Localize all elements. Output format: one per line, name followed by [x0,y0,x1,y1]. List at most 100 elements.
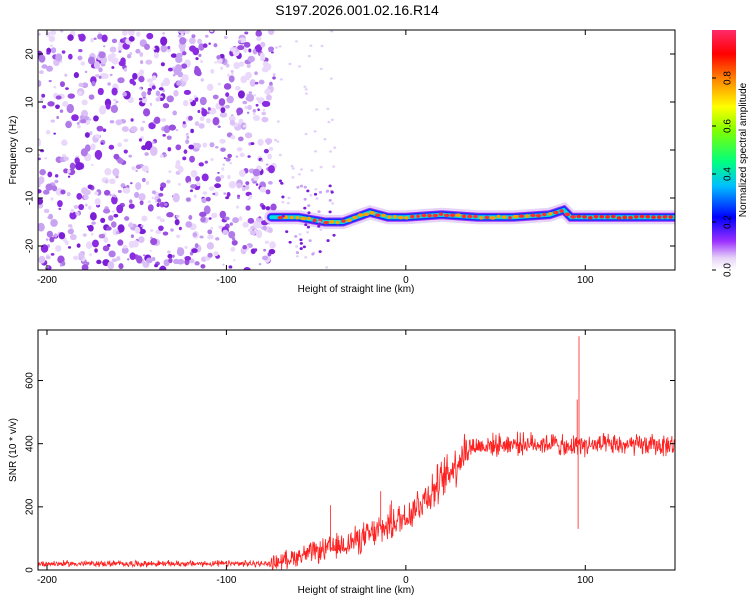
noise-blob [150,236,153,239]
noise-blob [163,125,171,134]
track-scatter-blob [299,242,303,245]
noise-blob [106,226,112,231]
noise-blob [97,33,104,40]
noise-blob [162,231,169,236]
x-tick-label: 100 [577,575,594,586]
noise-blob [109,120,115,124]
noise-blob [141,96,148,104]
track-core-dot [393,214,398,219]
noise-blob [238,39,242,43]
noise-blob [112,168,120,177]
noise-blob [304,132,308,136]
noise-blob [239,152,245,158]
noise-blob [211,212,218,219]
noise-blob [254,81,259,85]
noise-blob [109,178,116,185]
noise-blob [258,262,262,266]
noise-blob [123,149,128,154]
noise-blob [104,179,109,184]
noise-blob [167,45,171,50]
noise-blob [245,181,250,185]
noise-blob [309,194,313,197]
noise-blob [124,216,130,221]
track-core-dot [508,215,512,220]
noise-blob [84,132,90,138]
noise-blob [160,36,168,46]
noise-blob [268,146,274,151]
noise-blob [155,90,161,97]
track-scatter-blob [295,251,300,254]
noise-blob [204,160,209,164]
colorbar: 0.0 0.2 0.4 0.6 0.8 Normalized spectral ampl… [712,30,749,277]
track-core-dot [535,213,542,218]
noise-blob [247,155,251,158]
noise-blob [270,203,277,211]
noise-blob [166,95,174,103]
noise-blob [257,138,264,146]
x-tick-label: -100 [216,575,236,586]
track-core-dot [622,215,628,220]
noise-blob [172,254,175,258]
noise-blob [315,108,319,111]
spectrogram-y-label: Frequency (Hz) [8,116,19,185]
noise-blob [242,124,247,128]
noise-blob [67,228,74,235]
noise-blob [262,109,266,112]
noise-blob [143,93,147,96]
noise-blob [248,48,252,53]
noise-blob [90,37,94,43]
track-scatter-blob [296,185,300,189]
noise-blob [263,248,267,252]
noise-blob [262,225,267,231]
noise-blob [229,161,233,165]
noise-blob [300,168,304,171]
noise-blob [90,163,94,167]
noise-blob [218,98,226,106]
noise-blob [182,121,186,125]
noise-blob [44,157,48,160]
noise-blob [176,80,182,86]
noise-blob [150,238,158,246]
noise-blob [141,177,146,183]
noise-blob [78,49,83,53]
noise-blob [202,43,208,48]
noise-blob [228,75,235,83]
noise-blob [49,236,55,243]
spectrogram-x-ticks: -200 -100 0 100 [37,30,594,286]
noise-blob [210,68,215,74]
noise-blob [48,35,56,43]
noise-blob [210,157,214,162]
noise-blob [182,99,189,107]
noise-blob [225,104,230,109]
noise-blob [38,197,44,205]
noise-blob [166,48,172,53]
track-scatter-blob [308,239,312,243]
track-scatter-blob [328,210,332,214]
noise-blob [286,201,290,205]
noise-blob [111,193,115,196]
track-core-dot [375,213,381,217]
noise-blob [247,55,255,63]
noise-blob [146,78,154,83]
noise-blob [236,182,242,189]
noise-blob [270,51,274,54]
noise-blob [77,124,81,129]
track-core-dot [340,219,346,223]
noise-blob [198,123,205,129]
noise-blob [45,31,51,37]
snr-panel: -200 -100 0 100 0 200 400 600 Height of straig… [8,329,676,596]
noise-blob [259,52,265,59]
noise-blob [89,253,92,257]
noise-blob [238,216,243,221]
track-core-dot [484,215,490,220]
noise-blob [223,192,227,195]
noise-blob [225,92,230,98]
noise-blob [243,266,251,270]
track-core-dot [512,214,519,219]
noise-blob [139,52,144,57]
noise-blob [238,136,244,142]
noise-blob [127,258,130,261]
track-scatter-blob [285,230,289,234]
noise-blob [240,75,248,84]
noise-blob [206,118,211,124]
